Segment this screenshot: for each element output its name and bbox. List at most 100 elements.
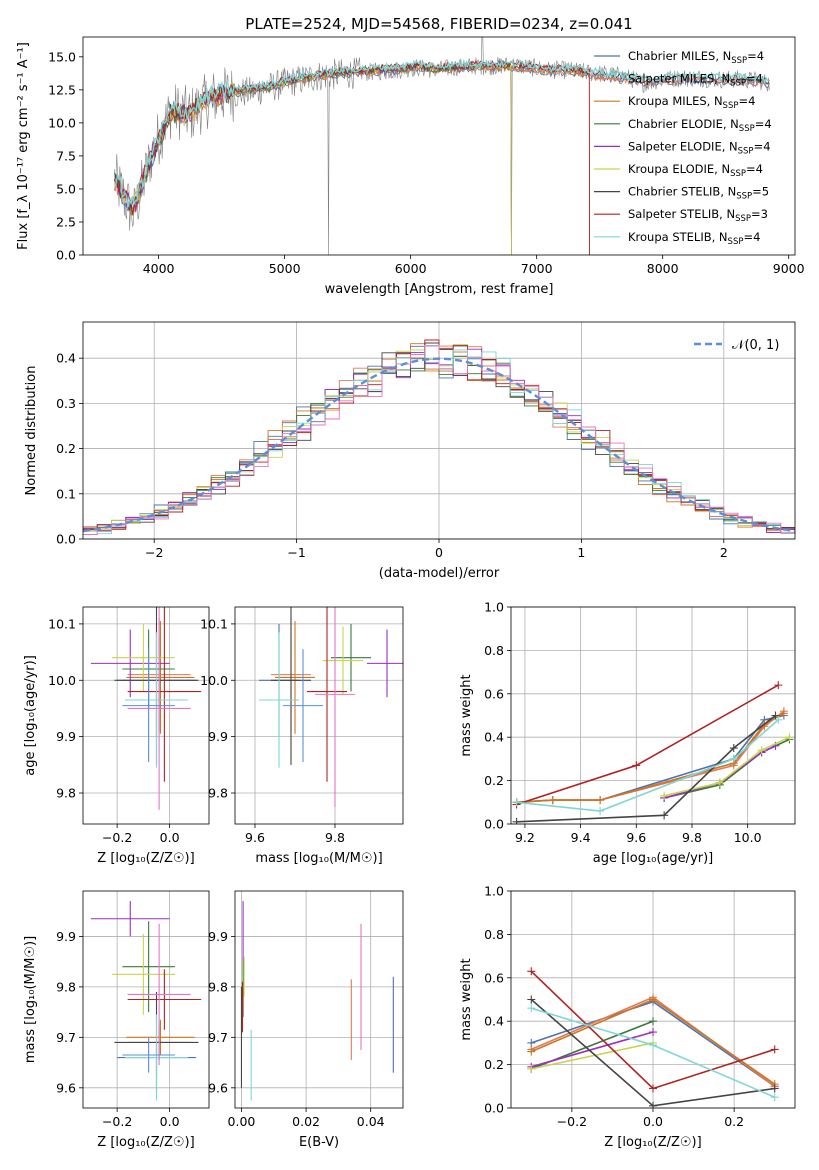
legend-normal-label: 𝒩(0, 1) xyxy=(732,338,779,353)
legend-label-main: Chabrier ELODIE, N xyxy=(628,117,739,131)
errorbar-plot-area xyxy=(90,607,202,810)
legend-label-1: Salpeter MILES, NSSP=4 xyxy=(628,72,763,89)
axes-frame xyxy=(82,321,796,540)
legend-label-3: Chabrier ELODIE, NSSP=4 xyxy=(628,117,772,134)
y-tick-label: 9.9 xyxy=(56,729,76,744)
errorbar-plot-area xyxy=(240,901,394,1101)
axes-frame xyxy=(234,890,404,1109)
legend-label-suffix: =4 xyxy=(746,72,763,86)
y-tick-label: 0.4 xyxy=(56,351,76,366)
y-tick-label: 9.6 xyxy=(208,1080,228,1095)
legend-label-6: Chabrier STELIB, NSSP=5 xyxy=(628,185,769,202)
panel-age_vs_mass: 9.6 9.8 9.8 9.9 10.0 10.1 mass [log₁₀(M/M☉)] xyxy=(200,606,404,866)
legend-label-main: Chabrier STELIB, N xyxy=(628,185,736,199)
histogram-step-9 xyxy=(83,345,795,535)
mass-weight-marker-5 xyxy=(757,746,766,755)
y-axis-label: mass weight xyxy=(459,958,474,1040)
x-tick-label: 1 xyxy=(577,545,585,560)
x-tick-label: 0.0 xyxy=(643,1114,663,1129)
x-tick-label: 0.02 xyxy=(292,1114,320,1129)
legend-label-suffix: =4 xyxy=(746,162,763,176)
y-tick-label: 0.6 xyxy=(484,970,504,985)
panel-mass_weight_vs_Z: −0.2 0.0 0.2 0.0 0.2 0.4 0.6 0.8 1.0 Z [log₁₀(Z/Z… xyxy=(459,884,796,1150)
panel-age_vs_Z: −0.2 0.0 9.8 9.9 10.0 10.1 Z [log₁₀(Z/Z☉)] age … xyxy=(23,606,210,866)
y-tick-label: 0.6 xyxy=(484,686,504,701)
x-axis-label: age [log₁₀(age/yr)] xyxy=(593,851,714,866)
x-tick-label: 7000 xyxy=(521,261,553,276)
y-tick-label: 0.8 xyxy=(484,643,504,658)
chart-title: PLATE=2524, MJD=54568, FIBERID=0234, z=0… xyxy=(245,15,632,33)
legend-label-suffix: =3 xyxy=(751,207,768,221)
x-tick-label: 9.6 xyxy=(626,830,646,845)
mass-weight-marker-5 xyxy=(660,791,669,800)
y-axis-label: mass [log₁₀(M/M☉)] xyxy=(23,936,38,1063)
x-tick-label: 0 xyxy=(435,545,443,560)
mass-weight-marker-7 xyxy=(770,1045,779,1054)
mass-weight-marker-8 xyxy=(774,715,783,724)
legend-label-suffix: =4 xyxy=(755,117,772,131)
mass-weight-line-4 xyxy=(531,1031,654,1068)
y-tick-label: 0.4 xyxy=(484,1014,504,1029)
mass-weight-marker-6 xyxy=(770,1084,779,1093)
mass-weight-marker-4 xyxy=(649,1028,657,1037)
errorbar-plot-area xyxy=(90,901,202,1101)
legend-label-sub: SSP xyxy=(739,124,755,134)
mass-weight-marker-7 xyxy=(774,681,783,690)
y-tick-label: 0.4 xyxy=(484,730,504,745)
mass-weight-marker-5 xyxy=(785,733,794,742)
y-tick-label: 9.7 xyxy=(56,1030,76,1045)
x-tick-label: 8000 xyxy=(647,261,679,276)
line-plot-area xyxy=(527,967,779,1108)
x-tick-label: 0.00 xyxy=(228,1114,256,1129)
mass-weight-marker-2 xyxy=(649,995,657,1004)
legend-label-main: Kroupa MILES, N xyxy=(628,94,723,108)
x-tick-label: 0.0 xyxy=(160,1114,180,1129)
y-axis-label: Normed distribution xyxy=(24,366,39,496)
legend-label-main: Kroupa STELIB, N xyxy=(628,230,728,244)
legend-label-suffix: =4 xyxy=(743,230,760,244)
y-tick-label: 1.0 xyxy=(484,600,504,615)
y-axis-label: Flux [f_λ 10⁻¹⁷ erg cm⁻² s⁻¹ A⁻¹] xyxy=(16,42,31,250)
axes-frame xyxy=(82,606,210,825)
x-axis-label: wavelength [Angstrom, rest frame] xyxy=(325,282,554,297)
y-tick-label: 9.7 xyxy=(208,1030,228,1045)
legend-label-0: Chabrier MILES, NSSP=4 xyxy=(628,49,764,66)
y-tick-label: 0.2 xyxy=(56,441,76,456)
x-axis-label: Z [log₁₀(Z/Z☉)] xyxy=(604,1135,701,1150)
x-tick-label: 9.2 xyxy=(515,830,535,845)
mass-weight-marker-6 xyxy=(729,744,738,753)
legend-label-2: Kroupa MILES, NSSP=4 xyxy=(628,94,755,111)
mass-weight-marker-2 xyxy=(596,796,605,805)
y-tick-label: 12.5 xyxy=(48,82,76,97)
axes-frame xyxy=(234,606,404,825)
legend-label-7: Salpeter STELIB, NSSP=3 xyxy=(628,207,768,224)
x-tick-label: 9.8 xyxy=(682,830,702,845)
mass-weight-marker-2 xyxy=(548,796,557,805)
legend-label-sub: SSP xyxy=(723,101,739,111)
mass-weight-marker-6 xyxy=(660,811,669,820)
y-tick-label: 9.9 xyxy=(56,929,76,944)
mass-weight-marker-8 xyxy=(770,1093,779,1102)
mass-weight-line-4 xyxy=(663,745,776,799)
legend-label-sub: SSP xyxy=(728,237,744,247)
mass-weight-line-6 xyxy=(516,714,776,823)
panel-mass_vs_ebv: 0.00 0.02 0.04 9.6 9.7 9.8 9.9 E(B-V) xyxy=(208,890,404,1150)
x-tick-label: −0.2 xyxy=(557,1114,587,1129)
x-tick-label: 6000 xyxy=(395,261,427,276)
y-tick-label: 0.0 xyxy=(56,248,76,263)
y-tick-label: 10.0 xyxy=(200,673,228,688)
mass-weight-marker-6 xyxy=(527,995,536,1004)
y-tick-label: 9.9 xyxy=(208,929,228,944)
legend-label-sub: SSP xyxy=(736,192,752,202)
x-tick-label: 4000 xyxy=(143,261,175,276)
legend-label-main: Kroupa ELODIE, N xyxy=(628,162,730,176)
x-tick-label: 0.04 xyxy=(357,1114,385,1129)
legend-label-suffix: =5 xyxy=(752,185,769,199)
x-tick-label: 9.8 xyxy=(325,830,345,845)
y-axis-label: mass weight xyxy=(459,674,474,756)
x-axis-label: mass [log₁₀(M/M☉)] xyxy=(255,851,382,866)
legend-label-main: Salpeter STELIB, N xyxy=(628,207,735,221)
axes-frame xyxy=(510,606,796,825)
legend-label-suffix: =4 xyxy=(747,49,764,63)
